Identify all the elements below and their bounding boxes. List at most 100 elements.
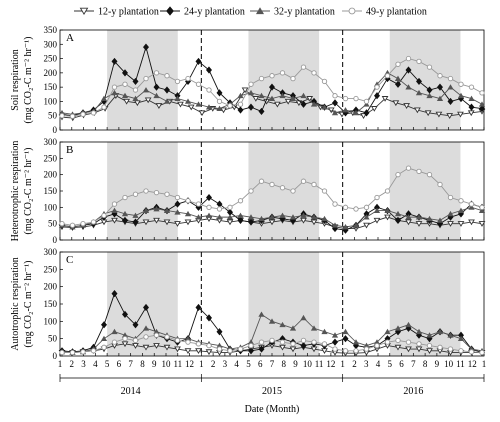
data-point [426,172,433,178]
data-point [184,98,192,104]
legend-marker [348,7,356,15]
y-tick-label: 200 [44,68,58,78]
data-point [122,69,128,77]
data-point [237,216,244,224]
data-point [405,55,412,62]
data-point [300,92,307,99]
data-point [478,221,486,227]
data-point [142,325,150,331]
data-point [111,57,118,66]
data-point [226,214,234,220]
data-point [279,321,286,328]
data-point [206,204,212,210]
data-point [405,214,412,220]
data-point [123,98,131,105]
y-tick-label: 100 [44,96,58,106]
data-point [237,198,244,204]
data-point [279,212,286,218]
data-point [395,61,401,67]
data-point [374,92,380,100]
data-point [332,93,338,99]
data-point [111,217,118,224]
data-point [163,98,171,104]
data-point [185,75,191,82]
data-point [342,107,349,113]
data-point [153,343,160,349]
data-point [321,348,328,355]
data-point [360,113,367,119]
data-point [413,107,421,114]
x-tick-label: 1 [482,359,487,369]
data-point [321,215,328,222]
data-point [342,224,349,230]
data-point [468,219,475,226]
data-point [174,95,181,101]
data-point [187,104,195,111]
data-point [384,328,391,335]
data-point [436,328,444,335]
x-axis: 1 2 3 4 5 6 7 8 9 10 11 12 1 2 3 4 5 6 7 8 9 10 11 12 1 2 3 4 5 6 7 8 9 1… [58,359,487,415]
data-point [437,73,443,79]
data-point [216,105,223,111]
y-axis-unit-label: (mg CO₂-C m⁻² hr⁻¹) [23,37,34,124]
data-point [216,328,223,336]
data-point [332,338,338,346]
data-point [205,212,213,218]
data-point [332,346,338,352]
data-point [394,210,402,217]
data-point [416,77,422,86]
data-point [289,346,297,353]
data-point [226,219,234,226]
y-axis-unit-label: (mg CO₂-C m⁻² hr⁻¹) [23,261,34,348]
panel-label: A [66,32,74,44]
x-tick-label: 4 [93,359,98,369]
data-point [374,342,380,349]
data-point [195,81,202,87]
data-point [437,181,443,188]
y-tick-label: 50 [48,111,58,121]
data-point [237,212,244,218]
data-point [426,64,433,70]
y-tick-label: 100 [44,202,58,212]
data-point [237,106,244,114]
data-point [153,332,160,338]
data-point [252,96,260,102]
data-point [163,207,171,213]
x-tick-label: 10 [303,359,313,369]
data-point [216,346,223,352]
x-tick-label: 3 [223,359,228,369]
data-point [416,58,422,65]
x-tick-label: 3 [81,359,86,369]
data-point [111,201,118,207]
data-point [405,219,412,226]
data-point [80,111,86,117]
y-tick-label: 300 [44,39,58,49]
data-point [447,346,454,352]
data-point [216,89,223,97]
data-point [247,89,255,96]
data-point [426,342,433,349]
data-point [111,89,118,96]
data-point [311,181,317,188]
data-point [479,90,485,96]
data-point [248,218,254,226]
data-point [206,193,212,202]
data-point [237,346,244,352]
data-point [258,345,265,353]
data-point [395,216,401,224]
data-point [468,349,475,355]
x-tick-label: 7 [270,359,275,369]
data-point [132,212,139,218]
data-point [100,95,108,101]
data-point [205,349,213,356]
data-point [437,344,443,350]
data-point [363,346,370,352]
data-point [101,212,107,219]
data-point [290,341,296,347]
panel-label: B [66,144,73,156]
data-point [164,191,170,197]
data-point [363,109,370,117]
data-point [268,318,276,324]
data-point [220,107,227,114]
